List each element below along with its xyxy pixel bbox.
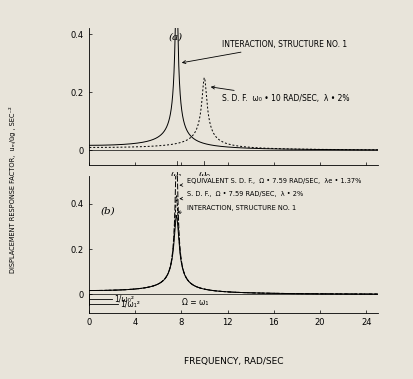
Text: (b): (b): [100, 206, 115, 215]
Text: $\omega_1$: $\omega_1$: [170, 170, 183, 180]
Text: DISPLACEMENT RESPONSE FACTOR,  uₘ/üg , SEC⁻²: DISPLACEMENT RESPONSE FACTOR, uₘ/üg , SE…: [9, 106, 16, 273]
Text: EQUIVALENT S. D. F.,  Ω • 7.59 RAD/SEC,  λe • 1.37%: EQUIVALENT S. D. F., Ω • 7.59 RAD/SEC, λ…: [180, 178, 361, 186]
Text: $\omega_0$: $\omega_0$: [198, 170, 211, 180]
Text: INTERACTION, STRUCTURE NO. 1: INTERACTION, STRUCTURE NO. 1: [183, 40, 347, 64]
Text: Ω = ω₁: Ω = ω₁: [183, 298, 209, 307]
Text: 1/ω₁²: 1/ω₁²: [120, 299, 140, 309]
Text: (a): (a): [169, 33, 183, 42]
Text: FREQUENCY, RAD/SEC: FREQUENCY, RAD/SEC: [184, 357, 283, 366]
Text: S. D. F.,  Ω • 7.59 RAD/SEC,  λ • 2%: S. D. F., Ω • 7.59 RAD/SEC, λ • 2%: [180, 191, 303, 200]
Text: S. D. F.  ω₀ • 10 RAD/SEC,  λ • 2%: S. D. F. ω₀ • 10 RAD/SEC, λ • 2%: [211, 86, 349, 103]
Text: 1/ω₀²: 1/ω₀²: [114, 294, 134, 304]
Text: INTERACTION, STRUCTURE NO. 1: INTERACTION, STRUCTURE NO. 1: [178, 205, 296, 213]
